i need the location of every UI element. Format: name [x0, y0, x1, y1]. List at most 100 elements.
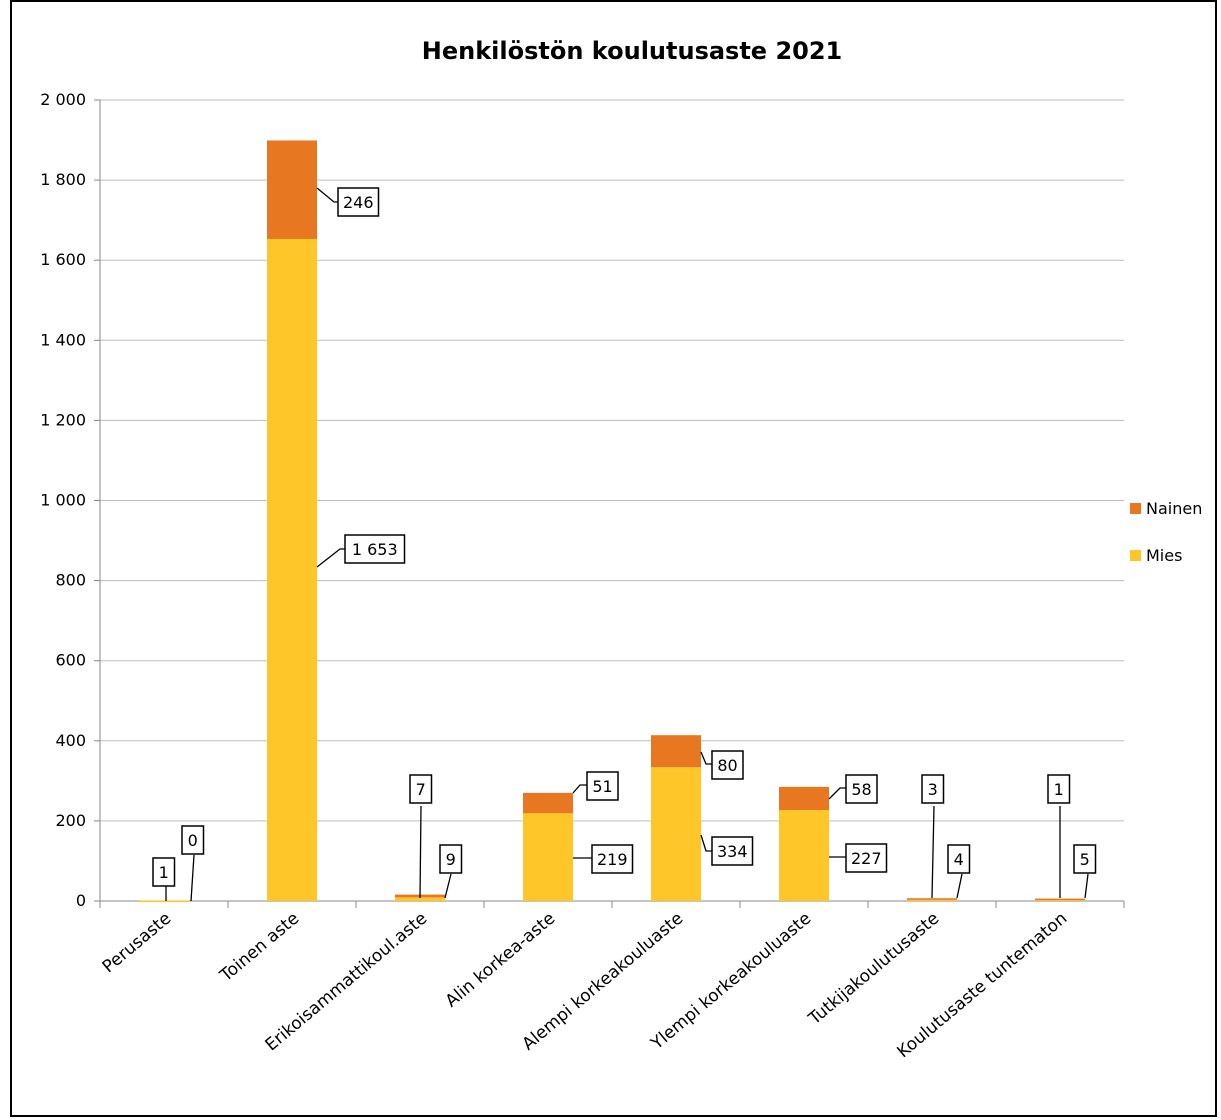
label-box	[947, 844, 971, 874]
leader-line	[828, 787, 846, 800]
label-box	[181, 825, 205, 855]
label-box	[337, 187, 380, 217]
leader-line	[190, 854, 195, 902]
label-text: 1 653	[352, 540, 398, 559]
label-text: 80	[717, 756, 737, 775]
y-tick-label: 1 000	[40, 491, 86, 510]
label-text: 5	[1080, 850, 1090, 869]
label-box	[711, 750, 744, 780]
y-tick-label: 0	[76, 891, 86, 910]
data-label-nainen: 246	[316, 187, 380, 217]
label-box	[1073, 844, 1097, 874]
bar-mies	[907, 899, 957, 901]
data-label-mies: 219	[573, 844, 634, 874]
label-box	[344, 534, 406, 564]
leader-line	[700, 834, 712, 852]
leader-line	[444, 873, 452, 899]
label-text: 3	[928, 780, 938, 799]
label-text: 4	[954, 850, 964, 869]
label-box	[1047, 774, 1071, 804]
bar-mies	[651, 767, 701, 901]
y-tick-label: 1 200	[40, 410, 86, 429]
data-label-mies: 1	[152, 857, 176, 901]
data-label-nainen: 3	[921, 774, 945, 899]
bar-mies	[395, 897, 445, 901]
bar-nainen	[651, 735, 701, 768]
category-labels: Perusaste Toinen asteErikoisammattikoul.a…	[99, 909, 1072, 1063]
chart-frame	[10, 0, 1217, 1117]
bar-mies	[523, 813, 573, 901]
y-tick-label: 200	[55, 811, 86, 830]
y-tick-label: 800	[55, 571, 86, 590]
data-label-nainen: 51	[572, 771, 619, 801]
category-label: Alin korkea-aste	[442, 909, 559, 1012]
label-box	[711, 836, 754, 866]
legend-label: Mies	[1146, 546, 1182, 565]
label-box	[439, 844, 463, 874]
legend-swatch	[1130, 503, 1141, 514]
bar-mies	[139, 900, 189, 903]
label-text: 227	[851, 849, 882, 868]
data-label-mies: 9	[439, 844, 463, 899]
gridlines	[100, 99, 1124, 822]
data-label-nainen: 7	[409, 774, 433, 899]
category-label: Tutkijakoulutusaste	[804, 909, 943, 1030]
label-box	[921, 774, 945, 804]
y-tick-label: 1 400	[40, 330, 86, 349]
label-text: 246	[343, 193, 374, 212]
leader-line	[931, 805, 935, 899]
leader-line	[316, 548, 345, 568]
leader-line	[700, 751, 712, 765]
label-text: 58	[851, 780, 871, 799]
data-label-nainen: 1	[1047, 774, 1071, 898]
data-label-nainen: 58	[828, 774, 878, 804]
label-text: 9	[446, 850, 456, 869]
leader-line	[1084, 873, 1089, 899]
data-label-mies: 5	[1073, 844, 1097, 899]
y-tick-label: 600	[55, 651, 86, 670]
legend-item-nainen: Nainen	[1130, 499, 1202, 518]
label-text: 1	[1054, 780, 1064, 799]
label-box	[845, 774, 878, 804]
label-text: 0	[188, 831, 198, 850]
bar-nainen	[907, 898, 957, 900]
data-label-mies: 227	[829, 843, 888, 873]
data-label-nainen: 0	[181, 825, 205, 902]
leader-line	[316, 187, 338, 203]
y-tick-label: 1 600	[40, 250, 86, 269]
label-box	[591, 844, 634, 874]
leader-line	[419, 805, 422, 899]
leader-line	[956, 873, 963, 899]
bar-nainen	[267, 140, 317, 239]
label-box	[586, 771, 619, 801]
data-label-mies: 334	[700, 834, 754, 866]
chart-title: Henkilöstön koulutusaste 2021	[422, 37, 842, 65]
legend: Nainen Mies	[1130, 499, 1202, 565]
label-text: 334	[717, 842, 748, 861]
bar-nainen	[523, 792, 573, 814]
label-text: 1	[159, 863, 169, 882]
label-box	[409, 774, 433, 804]
legend-label: Nainen	[1146, 499, 1202, 518]
y-tick-label: 400	[55, 731, 86, 750]
bar-nainen	[1035, 898, 1085, 901]
legend-item-mies: Mies	[1130, 546, 1182, 565]
label-box	[845, 843, 888, 873]
label-text: 7	[416, 780, 426, 799]
bar-nainen	[779, 786, 829, 811]
label-box	[152, 857, 176, 887]
data-label-nainen: 80	[700, 750, 744, 780]
label-text: 219	[597, 850, 628, 869]
bar-mies	[779, 810, 829, 901]
label-text: 51	[592, 777, 612, 796]
leader-line	[572, 784, 587, 794]
data-label-mies: 4	[947, 844, 971, 899]
y-tick-label: 1 800	[40, 170, 86, 189]
category-label: Perusaste	[99, 909, 176, 978]
data-label-mies: 1 653	[316, 534, 406, 568]
y-tick-label: 2 000	[40, 90, 86, 109]
legend-swatch	[1130, 550, 1141, 561]
